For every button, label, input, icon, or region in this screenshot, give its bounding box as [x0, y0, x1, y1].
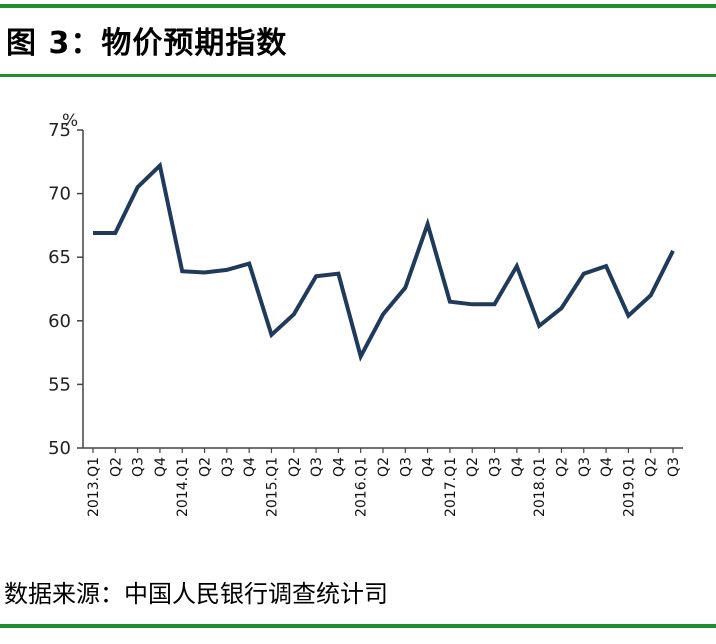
series-line — [93, 161, 675, 362]
x-tick-label: Q3 — [309, 457, 325, 477]
x-tick-label: Q3 — [488, 457, 504, 477]
x-tick-label: 2017.Q1 — [443, 457, 459, 517]
x-tick-label: Q4 — [153, 457, 169, 477]
series-line-group — [93, 161, 675, 362]
x-axis: 2013.Q1 Q2 Q3 Q4 2014.Q1 Q2 Q3 Q4 2015.Q1 Q2 Q3 Q4 2… — [83, 447, 683, 517]
x-tick-label: Q4 — [599, 457, 615, 477]
bottom-rule — [0, 624, 716, 628]
page-title: 图 3：物价预期指数 — [6, 26, 288, 61]
x-tick-label: Q2 — [108, 457, 124, 477]
x-tick-label: Q3 — [398, 457, 414, 477]
y-axis: 50 55 60 65 70 75 — [48, 120, 84, 459]
y-tick-label: 60 — [48, 311, 71, 332]
x-tick-label: Q3 — [577, 457, 593, 477]
x-tick-label: Q3 — [131, 457, 147, 477]
top-rule — [0, 4, 716, 8]
source-note: 数据来源：中国人民银行调查统计司 — [4, 580, 388, 608]
title-rule — [0, 74, 716, 77]
x-tick-label: 2016.Q1 — [354, 457, 370, 517]
y-unit-label: % — [62, 111, 78, 131]
x-tick-label: Q3 — [666, 457, 682, 477]
x-tick-label: 2013.Q1 — [86, 457, 102, 517]
x-tick-label: Q4 — [510, 457, 526, 477]
x-tick-label: Q2 — [287, 457, 303, 477]
y-tick-label: 55 — [48, 374, 71, 395]
x-tick-label: Q4 — [331, 457, 347, 477]
x-tick-label: Q4 — [421, 457, 437, 477]
x-tick-label: Q2 — [554, 457, 570, 477]
x-tick-label: 2015.Q1 — [264, 457, 280, 517]
x-tick-label: Q2 — [465, 457, 481, 477]
y-tick-label: 50 — [48, 438, 71, 459]
x-tick-label: Q4 — [242, 457, 258, 477]
x-tick-label: Q2 — [376, 457, 392, 477]
x-tick-label: Q3 — [220, 457, 236, 477]
x-tick-label: 2014.Q1 — [175, 457, 191, 517]
y-tick-label: 65 — [48, 247, 71, 268]
x-tick-label: 2018.Q1 — [532, 457, 548, 517]
y-tick-label: 70 — [48, 184, 71, 205]
x-tick-label: Q2 — [644, 457, 660, 477]
x-tick-label: Q2 — [198, 457, 214, 477]
x-tick-label: 2019.Q1 — [621, 457, 637, 517]
y-tick-label: 75 — [48, 120, 71, 141]
